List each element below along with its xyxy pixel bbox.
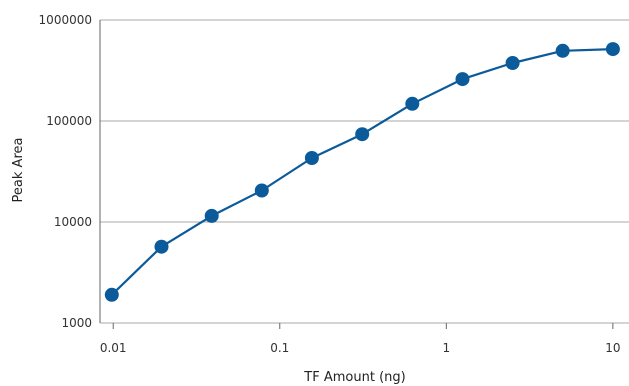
x-axis-label: TF Amount (ng) bbox=[303, 370, 405, 385]
y-tick-label: 100000 bbox=[46, 114, 92, 128]
y-tick-label: 1000 bbox=[61, 316, 92, 330]
x-tick-label: 0.01 bbox=[100, 341, 127, 355]
data-point bbox=[405, 96, 420, 111]
data-point bbox=[304, 151, 319, 165]
y-tick-labels: 1000 10000 100000 1000000 bbox=[39, 13, 92, 330]
x-tick-label: 0.1 bbox=[270, 341, 289, 355]
data-point bbox=[555, 43, 570, 58]
y-tick-label: 10000 bbox=[54, 215, 92, 229]
series-line bbox=[111, 48, 613, 296]
data-point bbox=[505, 56, 520, 70]
data-point bbox=[204, 208, 219, 223]
x-tick-labels: 0.01 0.1 1 10 bbox=[100, 341, 621, 355]
grid-lines bbox=[100, 19, 629, 324]
x-tick-label: 10 bbox=[605, 341, 620, 355]
data-point bbox=[355, 127, 370, 142]
data-point bbox=[254, 183, 269, 198]
y-tick-label: 1000000 bbox=[39, 13, 92, 27]
series-layer bbox=[104, 42, 620, 302]
data-point bbox=[104, 287, 119, 302]
axes bbox=[99, 20, 614, 329]
y-axis-label: Peak Area bbox=[11, 138, 26, 203]
data-point bbox=[154, 239, 169, 254]
x-tick-label: 1 bbox=[442, 341, 450, 355]
data-point bbox=[455, 72, 470, 87]
data-point bbox=[605, 42, 620, 57]
